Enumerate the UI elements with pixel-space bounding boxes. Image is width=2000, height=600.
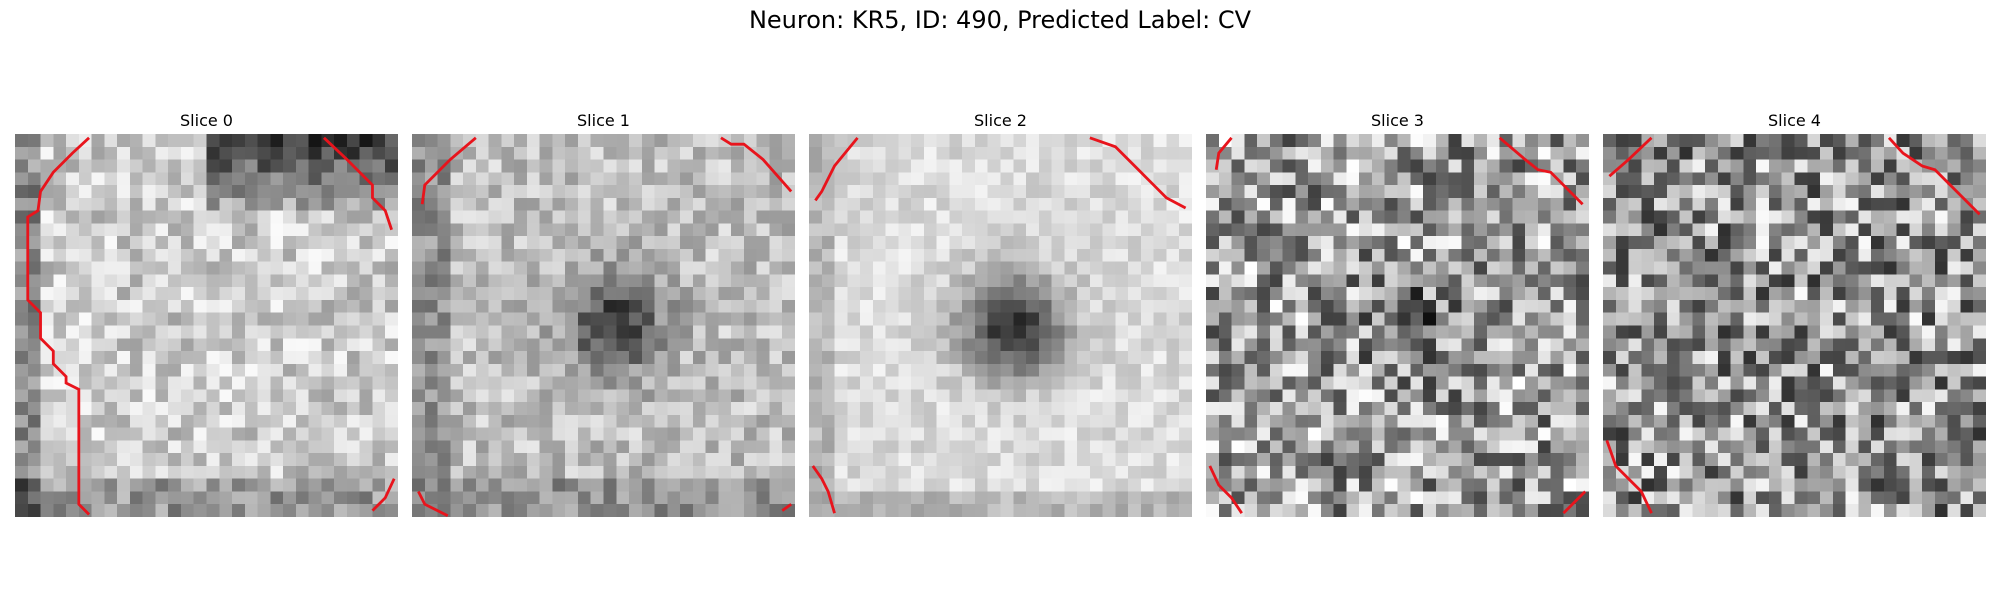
slice-image-1 [412, 134, 795, 517]
contour-line-3-2 [1208, 465, 1243, 514]
slice-title-1: Slice 1 [577, 111, 630, 130]
contour-line-3-1 [1498, 136, 1584, 206]
slice-image-3 [1206, 134, 1589, 517]
slice-image-2 [809, 134, 1192, 517]
slice-panel-1: Slice 1 [412, 108, 795, 517]
slice-image-4 [1603, 134, 1986, 517]
slice-panel-3: Slice 3 [1206, 108, 1589, 517]
contour-line-3-3 [1562, 490, 1587, 515]
slice-panel-4: Slice 4 [1603, 108, 1986, 517]
contour-line-1-2 [417, 490, 449, 517]
contour-line-0-2 [371, 478, 396, 512]
contour-line-2-1 [1089, 136, 1187, 210]
slice-image-0 [15, 134, 398, 517]
slice-title-3: Slice 3 [1371, 111, 1424, 130]
figure-title: Neuron: KR5, ID: 490, Predicted Label: C… [748, 6, 1252, 34]
slice-panel-0: Slice 0 [15, 108, 398, 517]
contour-line-4-1 [1887, 136, 1981, 216]
contour-line-1-1 [720, 136, 793, 193]
slice-title-4: Slice 4 [1768, 111, 1821, 130]
contour-line-0-0 [26, 136, 91, 516]
contour-line-2-0 [814, 136, 859, 202]
contour-line-4-2 [1605, 439, 1653, 514]
slice-title-2: Slice 2 [974, 111, 1027, 130]
contour-line-0-1 [322, 136, 393, 231]
contour-line-4-0 [1608, 136, 1653, 178]
contour-line-1-3 [781, 503, 792, 512]
contour-line-1-0 [420, 136, 477, 205]
slice-title-0: Slice 0 [180, 111, 233, 130]
contour-line-2-2 [811, 465, 836, 514]
slice-panel-2: Slice 2 [809, 108, 1192, 517]
contour-line-3-0 [1214, 136, 1233, 170]
